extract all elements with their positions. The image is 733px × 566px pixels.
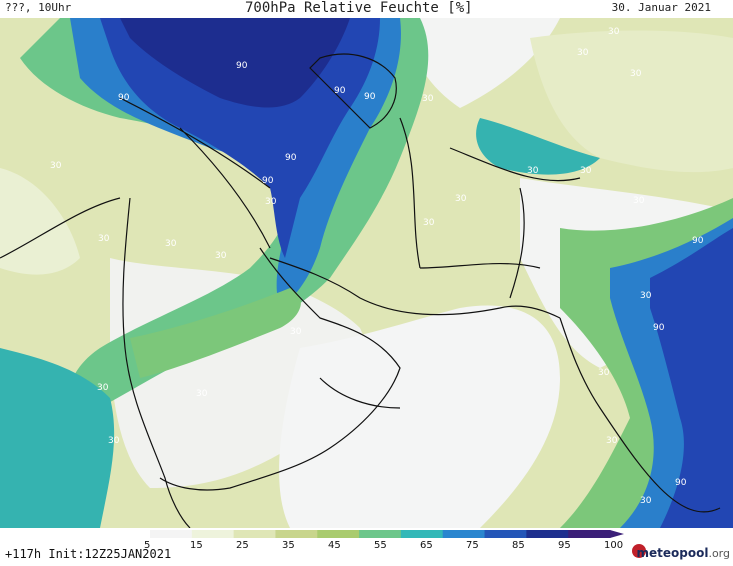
moist-area-india-dark	[650, 228, 733, 528]
contour-label: 90	[653, 323, 665, 333]
legend-tick-label: 100	[604, 540, 624, 551]
contour-label: 30	[598, 368, 610, 378]
contour-label: 30	[633, 196, 645, 206]
contour-label: 90	[236, 61, 248, 71]
valid-time-label: ???, 10Uhr	[5, 1, 72, 14]
legend-swatch	[442, 530, 486, 538]
legend-swatch	[484, 530, 527, 538]
contour-label: 30	[580, 166, 592, 176]
legend-swatch	[275, 530, 318, 538]
coastline-india	[559, 317, 721, 513]
border-lines-2	[319, 147, 581, 409]
legend-swatch	[568, 530, 611, 538]
meteopool-logo-icon	[632, 544, 646, 558]
contour-label: 30	[97, 383, 109, 393]
contour-label: 30	[50, 161, 62, 171]
contour-label: 30	[608, 27, 620, 37]
contour-label: 90	[364, 92, 376, 102]
legend-tick-label: 5	[144, 540, 151, 551]
contour-label: 90	[285, 153, 297, 163]
legend-tick-label: 95	[558, 540, 571, 551]
map-title: 700hPa Relative Feuchte [%]	[245, 0, 473, 16]
brand-name: meteopool	[636, 546, 709, 560]
legend-tick-label: 25	[236, 540, 249, 551]
legend-tick-label: 55	[374, 540, 387, 551]
legend-tick-label: 15	[190, 540, 203, 551]
coastline-iran	[269, 257, 561, 319]
legend-swatch	[526, 530, 569, 538]
green-area-west	[0, 348, 115, 528]
green-strip-south	[130, 288, 301, 378]
contour-labels: 30 30 30 30 30 30 30 30 30 30 30 30 30 3…	[50, 27, 704, 506]
moist-core-navy	[120, 18, 350, 108]
coastlines	[0, 53, 721, 528]
brand-link[interactable]: meteopool.org	[637, 546, 731, 560]
map-header: ???, 10Uhr 700hPa Relative Feuchte [%] 3…	[0, 0, 733, 18]
legend-swatch	[400, 530, 444, 538]
contour-label: 30	[640, 496, 652, 506]
contour-label: 30	[577, 48, 589, 58]
map-date: 30. Januar 2021	[611, 1, 711, 14]
contour-label: 30	[606, 436, 618, 446]
contour-label: 30	[265, 197, 277, 207]
light-area-ne	[530, 30, 733, 173]
contour-label: 30	[422, 94, 434, 104]
legend-swatch	[317, 530, 360, 538]
legend-swatch	[359, 530, 402, 538]
contour-label: 30	[640, 291, 652, 301]
coastline-red-sea	[122, 197, 191, 528]
legend-tick-label: 65	[420, 540, 433, 551]
contour-label: 30	[98, 234, 110, 244]
brand-tld: .org	[708, 547, 730, 560]
legend-tick-label: 45	[328, 540, 341, 551]
contour-label: 30	[423, 218, 435, 228]
contour-label: 30	[165, 239, 177, 249]
legend-swatch	[233, 530, 276, 538]
init-time: +117h Init:12Z25JAN2021	[5, 547, 172, 561]
contour-label: 30	[455, 194, 467, 204]
legend-swatch	[150, 530, 193, 538]
contour-label: 90	[118, 93, 130, 103]
humidity-map: 30 30 30 30 30 30 30 30 30 30 30 30 30 3…	[0, 18, 733, 528]
legend-colorbar	[150, 530, 624, 538]
contour-label: 90	[262, 176, 274, 186]
border-lines	[0, 97, 541, 269]
color-legend: 5 15 25 35 45 55 65 75 85 95 100	[0, 528, 733, 566]
contour-label: 30	[527, 166, 539, 176]
contour-label: 30	[215, 251, 227, 261]
contour-label: 90	[692, 236, 704, 246]
dry-area-north	[400, 18, 560, 108]
legend-tick-label: 75	[466, 540, 479, 551]
contour-label: 30	[196, 389, 208, 399]
contour-label: 30	[290, 327, 302, 337]
coastline-caspian	[309, 53, 397, 129]
contour-label: 90	[675, 478, 687, 488]
legend-arrow-icon	[610, 530, 624, 538]
legend-swatch	[191, 530, 235, 538]
contour-label: 30	[630, 69, 642, 79]
coastline-arabia-east	[159, 247, 401, 491]
dry-area-sea	[279, 305, 560, 528]
legend-tick-label: 85	[512, 540, 525, 551]
moist-area-pakistan	[476, 118, 600, 175]
contour-label: 30	[108, 436, 120, 446]
contour-label: 90	[334, 86, 346, 96]
legend-tick-label: 35	[282, 540, 295, 551]
